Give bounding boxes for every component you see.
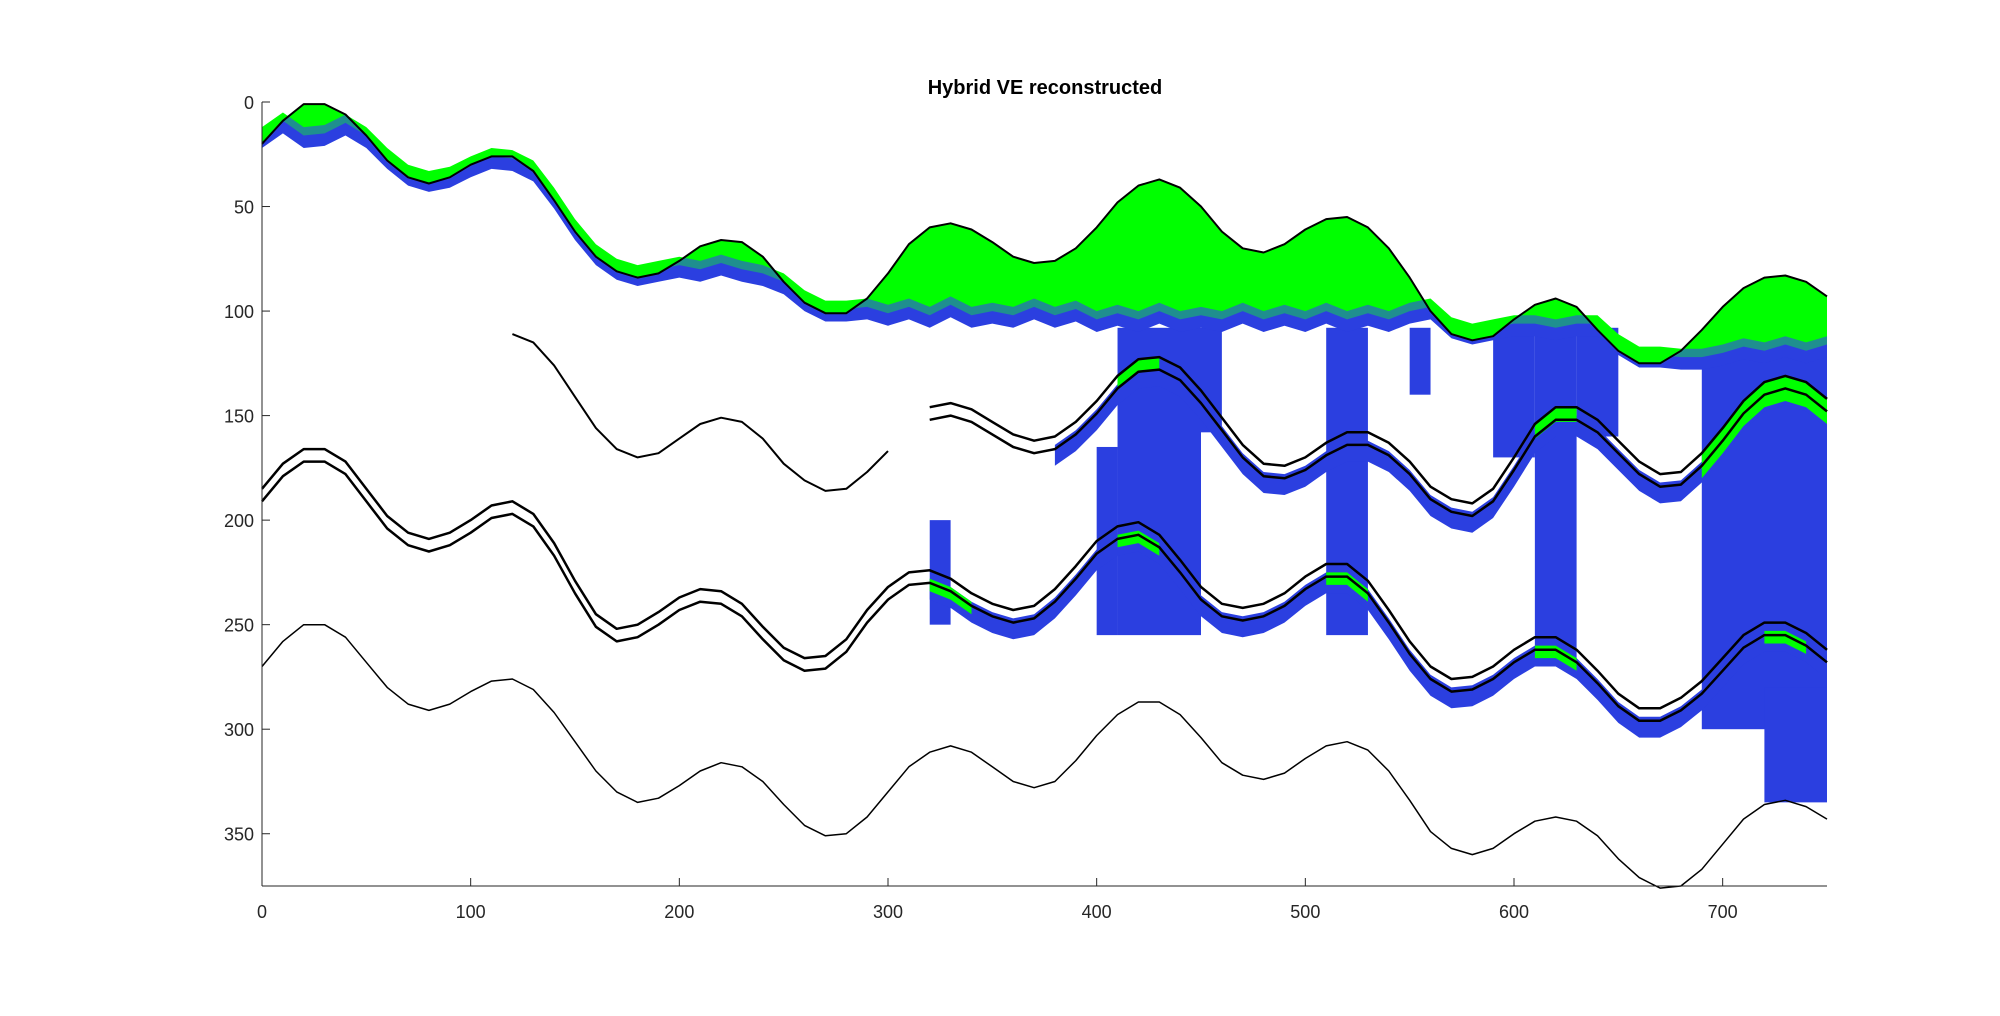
h4-line [261, 623, 1828, 889]
h2-blue-band [1054, 365, 1827, 533]
y-tick-label-350: 350 [224, 825, 254, 845]
h2-pair-bottom-line [929, 368, 1828, 518]
h2-green-cap-2 [1534, 407, 1577, 439]
plot-area [261, 103, 1828, 889]
y-tick-label-300: 300 [224, 720, 254, 740]
h3-blue-band [929, 530, 1827, 738]
y-tick-label-50: 50 [234, 198, 254, 218]
blue-column-6 [1493, 327, 1535, 458]
x-tick-label-200: 200 [664, 902, 694, 922]
h3-pair-bottom-line [261, 460, 1828, 723]
h3-green-cap-3 [1534, 645, 1577, 671]
x-tick-label-400: 400 [1082, 902, 1112, 922]
y-tick-label-200: 200 [224, 511, 254, 531]
x-tick-label-500: 500 [1290, 902, 1320, 922]
h2-left-line [512, 333, 889, 492]
blue-column-9 [1701, 352, 1827, 730]
axes: 0 100 200 300 400 500 600 700 0 50 100 150 200 250 300… [224, 93, 1827, 922]
y-tick-label-100: 100 [224, 302, 254, 322]
chart-title: Hybrid VE reconstructed [928, 77, 1163, 99]
h2-pair-top-line [929, 355, 1828, 505]
h1-top-line [261, 103, 1828, 365]
h3-green-cap-4 [1764, 630, 1807, 654]
x-tick-label-0: 0 [257, 902, 267, 922]
x-tick-label-100: 100 [456, 902, 486, 922]
y-tick-label-0: 0 [244, 93, 254, 113]
y-tick-label-150: 150 [224, 407, 254, 427]
h2-green-cap-3 [1701, 375, 1827, 479]
y-tick-label-250: 250 [224, 616, 254, 636]
blue-column-1 [1096, 446, 1118, 636]
h3-pair-top-line [261, 447, 1828, 710]
h2-green-cap-1 [1117, 357, 1160, 389]
blue-column-5 [1409, 327, 1431, 395]
blue-column-10 [1764, 687, 1827, 803]
x-tick-label-300: 300 [873, 902, 903, 922]
x-tick-label-700: 700 [1708, 902, 1738, 922]
h1-blue-band [262, 104, 1827, 370]
h3-green-cap-2 [1326, 572, 1368, 602]
x-tick-label-600: 600 [1499, 902, 1529, 922]
blue-column-7 [1534, 327, 1577, 667]
